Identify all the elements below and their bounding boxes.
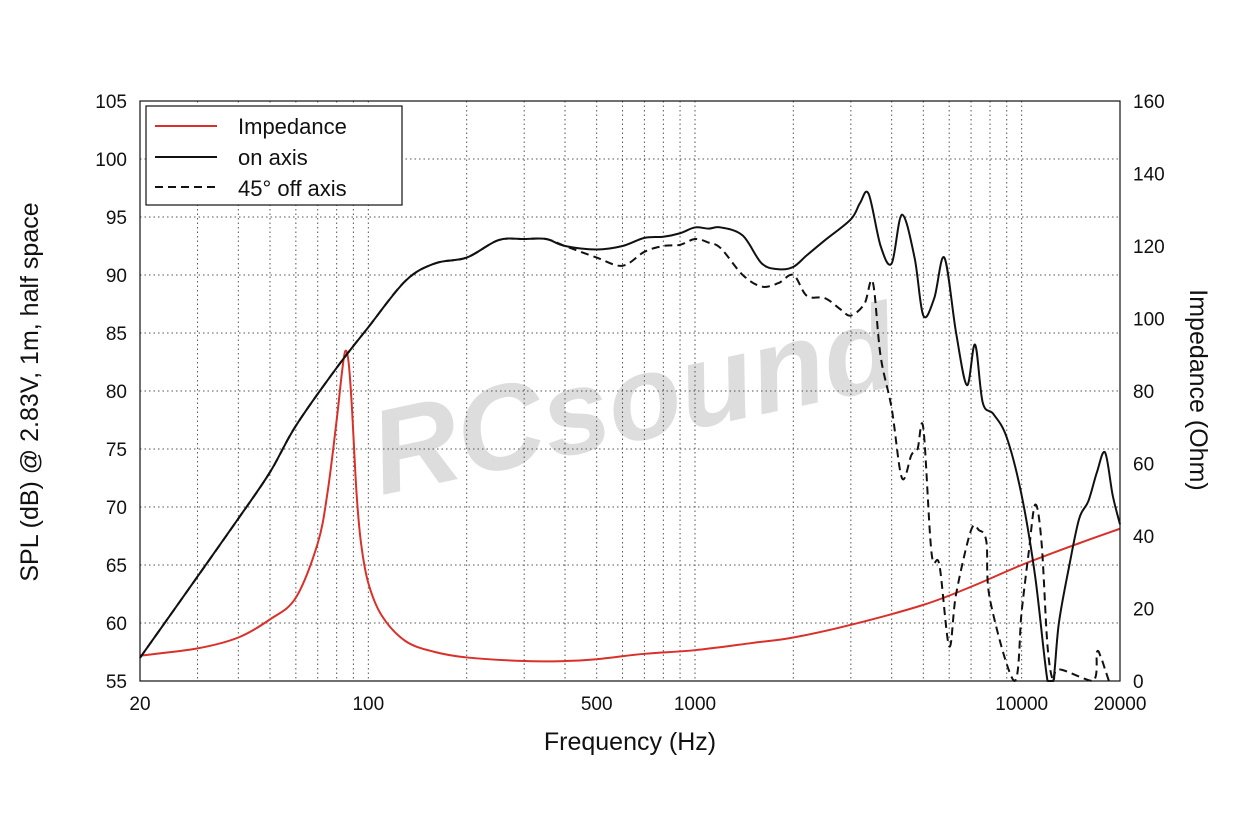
legend-label-impedance: Impedance <box>238 114 347 139</box>
y2-tick-label: 20 <box>1133 600 1154 621</box>
y2-tick-label: 0 <box>1133 672 1144 693</box>
watermark-text: RCsound <box>359 278 911 521</box>
y2-tick-label: 40 <box>1133 527 1154 548</box>
y2-tick-label: 120 <box>1133 237 1165 258</box>
y-axis-left-title: SPL (dB) @ 2.83V, 1m, half space <box>16 202 44 581</box>
x-axis-title: Frequency (Hz) <box>544 728 716 756</box>
y-tick-label: 90 <box>106 266 127 287</box>
y2-tick-label: 80 <box>1133 382 1154 403</box>
y-tick-label: 70 <box>106 498 127 519</box>
y-tick-label: 55 <box>106 672 127 693</box>
y2-tick-label: 160 <box>1133 92 1165 113</box>
y2-tick-label: 60 <box>1133 455 1154 476</box>
legend: Impedance on axis 45° off axis <box>145 105 403 206</box>
plot-curves <box>139 190 1121 682</box>
on-axis-curve <box>139 190 1121 682</box>
y-tick-label: 80 <box>106 382 127 403</box>
x-tick-label: 10000 <box>995 694 1048 715</box>
y-tick-label: 105 <box>95 92 127 113</box>
x-tick-label: 20 <box>129 694 150 715</box>
x-tick-label: 500 <box>581 694 613 715</box>
y-tick-label: 95 <box>106 208 127 229</box>
legend-label-on-axis: on axis <box>238 145 308 170</box>
x-tick-label: 20000 <box>1094 694 1147 715</box>
x-tick-label: 100 <box>352 694 384 715</box>
y-tick-label: 100 <box>95 150 127 171</box>
y-tick-label: 85 <box>106 324 127 345</box>
watermark-logo: RCsound <box>359 278 911 521</box>
x-axis-ticks: 20 100 500 1000 10000 20000 <box>129 694 1146 715</box>
legend-box <box>145 105 403 206</box>
y-axis-right-ticks: 0 20 40 60 80 100 120 140 160 <box>1133 92 1165 693</box>
x-tick-label: 1000 <box>674 694 716 715</box>
impedance-curve <box>139 349 1121 663</box>
y-axis-right-title: Impedance (Ohm) <box>1184 289 1212 490</box>
y2-tick-label: 140 <box>1133 165 1165 186</box>
y-tick-label: 65 <box>106 556 127 577</box>
y-axis-left-ticks: 55 60 65 70 75 80 85 90 95 100 105 <box>95 92 127 693</box>
y-tick-label: 60 <box>106 614 127 635</box>
legend-label-off-axis: 45° off axis <box>238 176 347 201</box>
y2-tick-label: 100 <box>1133 310 1165 331</box>
off-axis-45-curve <box>139 237 1110 682</box>
y-tick-label: 75 <box>106 440 127 461</box>
plot-frame <box>139 100 1121 682</box>
